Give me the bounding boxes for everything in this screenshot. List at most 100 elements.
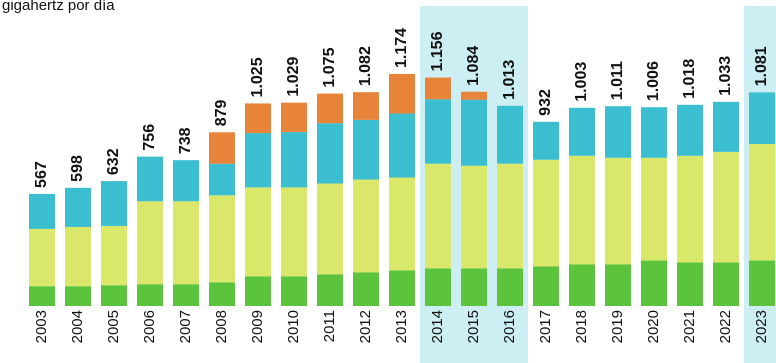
bar-segment [245,133,271,188]
x-tick-label: 2015 [465,310,482,343]
x-tick-label: 2004 [69,310,86,343]
x-tick-label: 2011 [321,310,338,342]
bar-segment [209,282,235,306]
total-label: 1.013 [501,60,518,100]
bar-segment [281,276,307,306]
subtitle: gigahertz por día [2,0,115,14]
bar-segment [389,74,415,114]
bar-segment [209,195,235,283]
total-label-group: 738 [177,127,194,154]
bar-segment [749,260,775,306]
bar-segment [425,77,451,100]
bar-segment [281,132,307,188]
total-label: 632 [105,148,122,175]
bar-segment [137,284,163,306]
x-tick-label: 2016 [501,310,518,343]
x-tick-group: 2011 [321,310,338,342]
bar-segment [605,106,631,158]
x-tick-group: 2012 [357,310,374,343]
bar-segment [65,286,91,306]
x-tick-label: 2008 [213,310,230,343]
bar-segment [101,285,127,306]
x-tick-group: 2017 [537,310,554,343]
total-label-group: 1.082 [357,46,374,86]
total-label-group: 567 [33,161,50,188]
bar-segment [29,228,55,287]
bar-segment [425,99,451,164]
total-label: 1.025 [249,57,266,97]
bar-segment [677,262,703,306]
bar-segment [101,181,127,226]
x-tick-group: 2013 [393,310,410,343]
bar-segment [713,101,739,152]
x-tick-group: 2019 [609,310,626,343]
total-label: 1.029 [285,57,302,97]
total-label: 1.081 [753,46,770,86]
total-label: 1.084 [465,46,482,86]
total-label-group: 1.156 [429,31,446,71]
x-tick-label: 2009 [249,310,266,343]
bar-segment [209,132,235,164]
bar-segment [281,102,307,133]
x-tick-label: 2017 [537,310,554,343]
x-tick-label: 2003 [33,310,50,343]
bar-segment [713,151,739,263]
total-label-group: 1.075 [321,47,338,87]
total-label-group: 1.084 [465,46,482,86]
x-tick-label: 2010 [285,310,302,343]
bar-segment [569,155,595,265]
x-tick-group: 2018 [573,310,590,343]
bar-segment [497,268,523,306]
bar-segment [65,187,91,227]
x-tick-label: 2020 [645,310,662,343]
total-label-group: 1.174 [393,28,410,68]
bar-segment [209,163,235,196]
total-label: 1.075 [321,47,338,87]
bar-segment [641,157,667,261]
x-tick-group: 2023 [753,310,770,343]
x-tick-group: 2016 [501,310,518,343]
x-tick-label: 2013 [393,310,410,343]
bar-segment [425,268,451,306]
bar-segment [605,157,631,265]
total-label: 1.174 [393,28,410,68]
x-tick-group: 2021 [681,310,698,343]
total-label: 932 [537,89,554,116]
total-label-group: 1.033 [717,56,734,96]
total-label: 567 [33,161,50,188]
x-tick-group: 2022 [717,310,734,343]
total-label-group: 1.003 [573,62,590,102]
bar-segment [173,160,199,202]
bar-segment [389,270,415,306]
bar-segment [101,225,127,286]
total-label: 879 [213,99,230,126]
bar-segment [497,163,523,269]
total-label: 1.082 [357,46,374,86]
bar-segment [389,177,415,271]
bar-segment [461,91,487,100]
x-tick-label: 2023 [753,310,770,343]
bar-segment [533,121,559,160]
bar-segment [713,262,739,306]
x-tick-group: 2009 [249,310,266,343]
x-tick-label: 2005 [105,310,122,343]
bar-segment [173,284,199,306]
total-label-group: 932 [537,89,554,116]
bar-segment [749,143,775,261]
bar-segment [317,93,343,124]
x-tick-group: 2005 [105,310,122,343]
bar-segment [353,92,379,120]
x-tick-group: 2004 [69,310,86,343]
x-tick-group: 2007 [177,310,194,343]
total-label: 1.003 [573,62,590,102]
bar-segment [29,286,55,306]
x-tick-group: 2006 [141,310,158,343]
x-tick-label: 2018 [573,310,590,343]
x-tick-label: 2014 [429,310,446,343]
bar-segment [641,260,667,306]
bar-segment [569,107,595,156]
total-label: 1.018 [681,59,698,99]
bar-segment [461,268,487,306]
bar-segment [137,201,163,285]
total-label-group: 1.018 [681,59,698,99]
